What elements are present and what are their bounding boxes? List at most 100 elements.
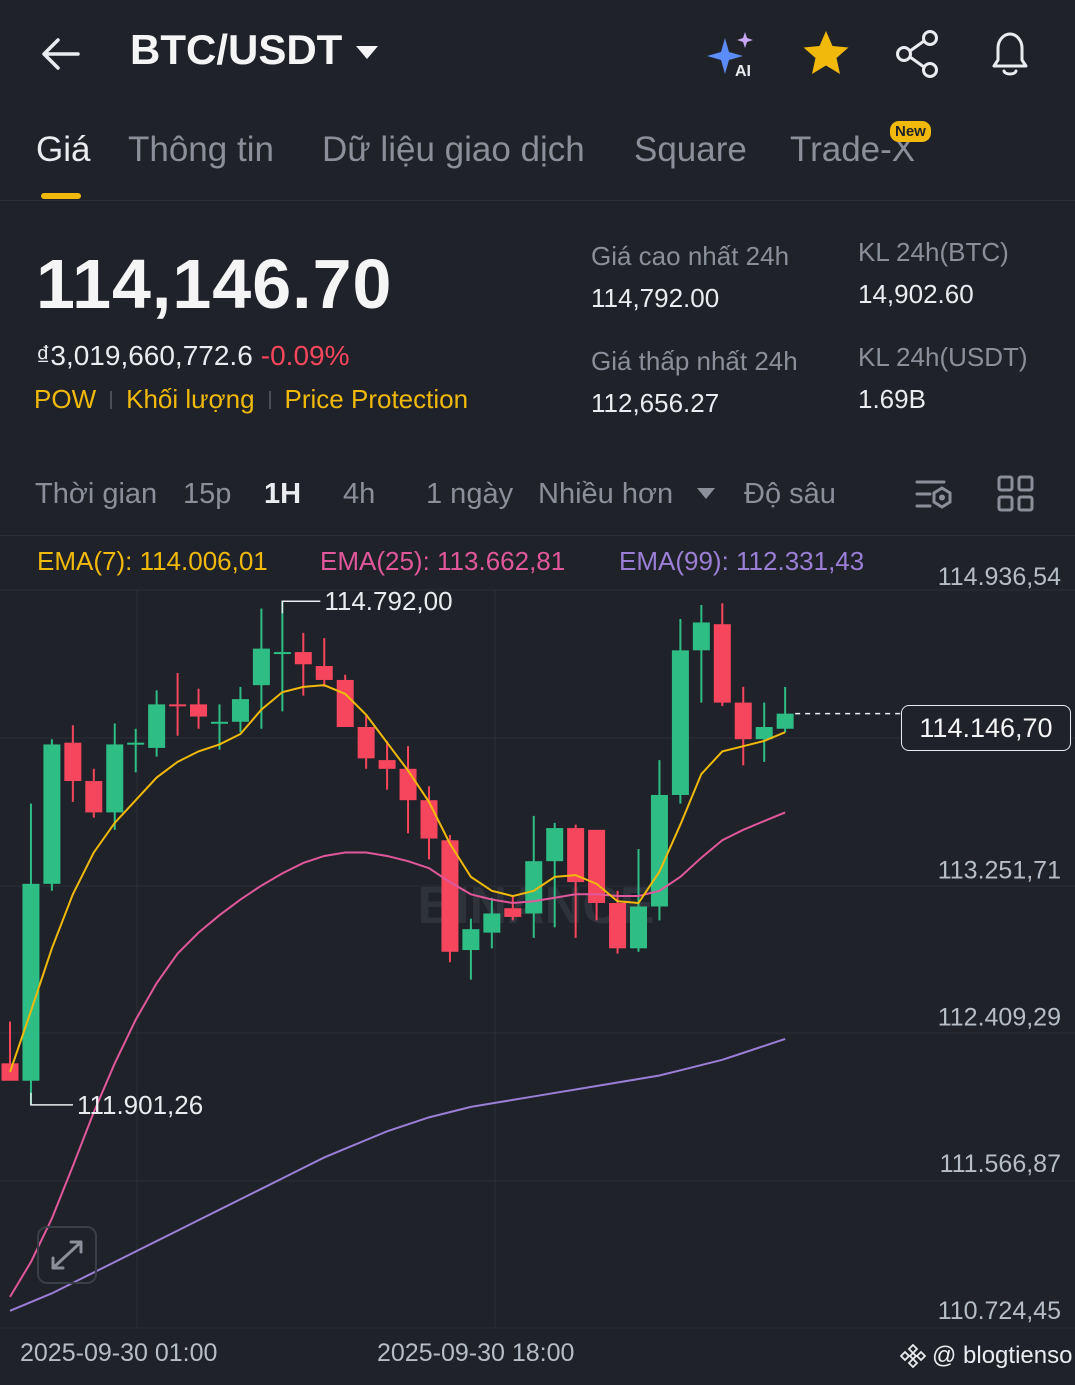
candle-body <box>378 760 396 769</box>
candle-body <box>148 704 166 748</box>
bell-icon[interactable] <box>984 28 1036 80</box>
tag-divider <box>268 390 271 409</box>
vol-btc-label: KL 24h(BTC) <box>858 237 1009 267</box>
candle-body <box>1 1063 19 1081</box>
candle-body <box>315 666 333 680</box>
tag-divider <box>110 390 113 409</box>
tab-gia[interactable]: Giá <box>36 130 91 169</box>
ema25-line <box>9 811 786 1298</box>
interval-1h[interactable]: 1H <box>264 478 302 510</box>
chevron-down-icon <box>356 45 379 59</box>
layout-grid-icon[interactable] <box>996 474 1036 514</box>
candle-body <box>252 648 270 686</box>
candle-body <box>85 781 103 813</box>
expand-chart-button[interactable] <box>37 1226 97 1284</box>
high-value: 114,792.00 <box>591 283 720 313</box>
svg-text:AI: AI <box>735 63 751 80</box>
ema99-legend[interactable]: EMA(99): 112.331,43 <box>619 546 865 576</box>
back-arrow-icon[interactable] <box>38 32 82 76</box>
indicator-settings-icon[interactable] <box>914 474 954 514</box>
vnd-value: ₫3,019,660,772.6 <box>36 340 253 371</box>
pair-selector[interactable]: BTC/USDT <box>130 26 379 74</box>
ema25-legend[interactable]: EMA(25): 113.662,81 <box>320 546 566 576</box>
candle-body <box>588 829 606 904</box>
interval-1-ngay[interactable]: 1 ngày <box>426 478 514 510</box>
interval-15p[interactable]: 15p <box>183 478 232 510</box>
tag-pow[interactable]: POW <box>34 384 97 414</box>
candle-body <box>776 713 794 729</box>
tag-volume[interactable]: Khối lượng <box>126 384 255 414</box>
candle-body <box>64 742 82 782</box>
candle-body <box>630 906 647 949</box>
y-tick-label: 111.566,87 <box>940 1150 1061 1178</box>
candle-body <box>420 800 438 839</box>
high-label: Giá cao nhất 24h <box>591 241 790 271</box>
high-marker-line <box>281 600 321 614</box>
tag-row: POW Khối lượng Price Protection <box>34 384 468 415</box>
interval-4h[interactable]: 4h <box>343 478 376 510</box>
ema7-line <box>9 684 786 1073</box>
candle-body <box>294 652 312 665</box>
expand-arrows-icon <box>51 1240 83 1270</box>
candle-body <box>106 744 124 813</box>
ai-sparkle-icon[interactable]: AI <box>705 28 757 80</box>
candle-body <box>127 742 145 745</box>
y-tick-label: 112.409,29 <box>938 1003 1061 1031</box>
candle-body <box>567 828 585 883</box>
credit-text: @ blogtienso <box>932 1342 1073 1369</box>
candle-body <box>546 828 564 862</box>
last-price: 114,146.70 <box>36 245 393 323</box>
candle-body <box>399 768 417 801</box>
x-tick-label: 2025-09-30 18:00 <box>377 1339 574 1367</box>
low-label: Giá thấp nhất 24h <box>591 346 798 376</box>
ema99-line <box>9 1037 786 1312</box>
vol-btc-value: 14,902.60 <box>858 279 974 309</box>
share-icon[interactable] <box>892 28 944 80</box>
candle-body <box>357 727 375 759</box>
new-badge: New <box>890 121 931 142</box>
star-icon[interactable] <box>800 28 852 80</box>
x-tick-label: 2025-09-30 01:00 <box>20 1339 217 1367</box>
candle-body <box>755 727 773 740</box>
interval-label[interactable]: Thời gian <box>35 478 158 510</box>
depth-tab[interactable]: Độ sâu <box>744 478 836 510</box>
tab-square[interactable]: Square <box>634 130 747 169</box>
watermark-credit: @ blogtienso <box>900 1342 1072 1370</box>
y-tick-label: 113.251,71 <box>938 857 1061 885</box>
chevron-down-icon <box>697 488 715 499</box>
binance-logo-icon <box>900 1343 926 1369</box>
interval-more[interactable]: Nhiều hơn <box>538 478 674 510</box>
candle-body <box>734 702 752 740</box>
vol-usdt-label: KL 24h(USDT) <box>858 342 1028 372</box>
price-vnd: ₫3,019,660,772.6 -0.09% <box>36 340 350 372</box>
y-tick-label: 114.936,54 <box>938 563 1061 591</box>
divider <box>0 535 1075 536</box>
low-value: 112,656.27 <box>591 388 720 418</box>
candle-body <box>169 704 187 707</box>
price-change: -0.09% <box>260 340 350 371</box>
high-marker-label: 114.792,00 <box>324 586 452 616</box>
candle-body <box>231 699 249 722</box>
candle-body <box>190 704 208 717</box>
tab-du-lieu-giao-dich[interactable]: Dữ liệu giao dịch <box>322 130 585 169</box>
candle-body <box>441 840 459 952</box>
candle-body <box>504 908 522 917</box>
candle-body <box>609 903 627 949</box>
candle-body <box>692 622 710 651</box>
candle-body <box>462 929 480 951</box>
active-tab-indicator <box>41 193 81 199</box>
candle-body <box>671 650 689 795</box>
candle-body <box>22 883 40 1081</box>
current-price-label: 114.146,70 <box>901 705 1071 751</box>
low-marker-label: 111.901,26 <box>77 1090 203 1120</box>
ema7-legend[interactable]: EMA(7): 114.006,01 <box>37 546 268 576</box>
candle-body <box>336 679 354 728</box>
candle-body <box>713 624 731 703</box>
tab-thong-tin[interactable]: Thông tin <box>128 130 274 169</box>
y-tick-label: 110.724,45 <box>938 1297 1061 1325</box>
tag-price-protection[interactable]: Price Protection <box>284 384 469 414</box>
divider <box>0 200 1075 201</box>
candle-body <box>273 652 291 655</box>
vol-usdt-value: 1.69B <box>858 384 926 414</box>
